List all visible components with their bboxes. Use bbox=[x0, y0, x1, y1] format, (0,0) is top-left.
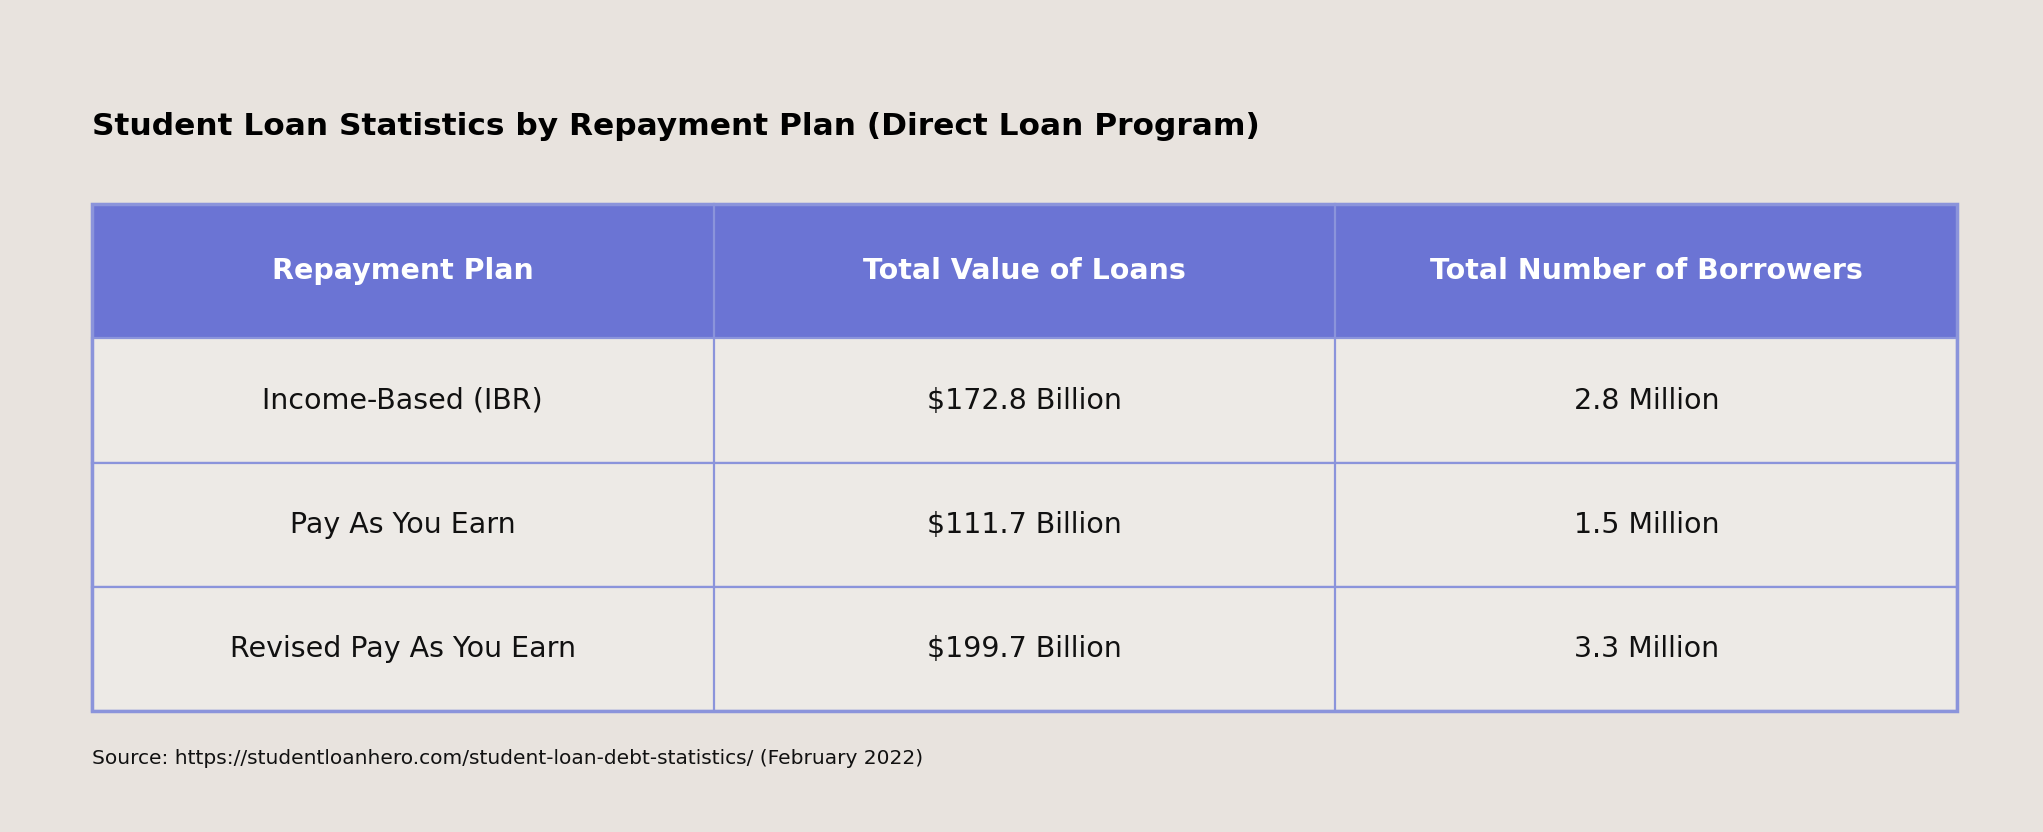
Bar bbox=[92, 587, 1957, 711]
Text: $199.7 Billion: $199.7 Billion bbox=[928, 635, 1122, 663]
Bar bbox=[92, 463, 1957, 587]
Bar bbox=[92, 339, 1957, 463]
Text: Total Value of Loans: Total Value of Loans bbox=[862, 257, 1187, 285]
Text: Revised Pay As You Earn: Revised Pay As You Earn bbox=[229, 635, 576, 663]
Text: $172.8 Billion: $172.8 Billion bbox=[928, 387, 1122, 414]
Bar bbox=[92, 204, 1957, 339]
Text: Source: https://studentloanhero.com/student-loan-debt-statistics/ (February 2022: Source: https://studentloanhero.com/stud… bbox=[92, 749, 923, 768]
Bar bbox=[92, 204, 1957, 711]
Text: Student Loan Statistics by Repayment Plan (Direct Loan Program): Student Loan Statistics by Repayment Pla… bbox=[92, 112, 1261, 141]
Text: $111.7 Billion: $111.7 Billion bbox=[928, 511, 1122, 539]
Text: 3.3 Million: 3.3 Million bbox=[1573, 635, 1718, 663]
Text: 2.8 Million: 2.8 Million bbox=[1573, 387, 1718, 414]
Text: Pay As You Earn: Pay As You Earn bbox=[290, 511, 515, 539]
Text: 1.5 Million: 1.5 Million bbox=[1573, 511, 1718, 539]
Text: Repayment Plan: Repayment Plan bbox=[272, 257, 533, 285]
Text: Total Number of Borrowers: Total Number of Borrowers bbox=[1430, 257, 1863, 285]
Text: Income-Based (IBR): Income-Based (IBR) bbox=[262, 387, 543, 414]
